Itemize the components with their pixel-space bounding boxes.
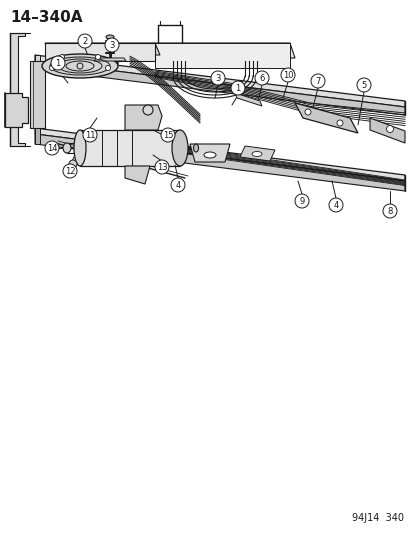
Circle shape	[382, 204, 396, 218]
Polygon shape	[235, 93, 261, 106]
Text: 10: 10	[282, 70, 292, 79]
Ellipse shape	[74, 130, 86, 166]
Circle shape	[356, 78, 370, 92]
Text: 4: 4	[332, 200, 338, 209]
Polygon shape	[80, 130, 180, 166]
Ellipse shape	[171, 130, 188, 166]
Circle shape	[310, 74, 324, 88]
Text: 14–340A: 14–340A	[10, 10, 82, 25]
Polygon shape	[35, 55, 40, 69]
Circle shape	[280, 68, 294, 82]
Circle shape	[171, 178, 185, 192]
Circle shape	[69, 160, 77, 168]
Circle shape	[386, 125, 392, 133]
Polygon shape	[10, 33, 25, 146]
Polygon shape	[5, 93, 28, 127]
Text: 13: 13	[156, 163, 167, 172]
Circle shape	[105, 38, 119, 52]
Circle shape	[78, 34, 92, 48]
Circle shape	[45, 141, 59, 155]
Circle shape	[50, 66, 55, 70]
Polygon shape	[35, 61, 404, 115]
Circle shape	[59, 54, 64, 60]
Text: 3: 3	[109, 41, 114, 50]
Text: 2: 2	[82, 36, 88, 45]
Polygon shape	[125, 105, 161, 130]
Circle shape	[254, 71, 268, 85]
Circle shape	[63, 164, 77, 178]
Ellipse shape	[193, 144, 198, 152]
Ellipse shape	[63, 143, 71, 153]
Text: 8: 8	[387, 206, 392, 215]
Ellipse shape	[42, 54, 118, 78]
Circle shape	[154, 160, 169, 174]
Circle shape	[294, 194, 308, 208]
Circle shape	[211, 71, 224, 85]
Polygon shape	[125, 166, 150, 184]
Polygon shape	[154, 43, 294, 58]
Circle shape	[161, 128, 175, 142]
Text: 14: 14	[47, 143, 57, 152]
Polygon shape	[35, 55, 40, 61]
Circle shape	[83, 128, 97, 142]
Text: 12: 12	[64, 166, 75, 175]
Circle shape	[95, 54, 100, 60]
Polygon shape	[154, 43, 289, 68]
Circle shape	[77, 63, 83, 69]
Polygon shape	[45, 43, 159, 55]
Text: 6: 6	[259, 74, 264, 83]
Text: 1: 1	[55, 59, 60, 68]
Polygon shape	[190, 144, 230, 162]
Circle shape	[142, 105, 153, 115]
Circle shape	[51, 56, 65, 70]
Polygon shape	[35, 134, 404, 191]
Ellipse shape	[252, 151, 261, 157]
Polygon shape	[369, 118, 404, 143]
Text: 94J14  340: 94J14 340	[351, 513, 403, 523]
Polygon shape	[240, 146, 274, 161]
Polygon shape	[35, 55, 404, 107]
Text: 3: 3	[215, 74, 220, 83]
Polygon shape	[294, 103, 357, 133]
Text: 5: 5	[361, 80, 366, 90]
Circle shape	[336, 120, 342, 126]
Circle shape	[230, 81, 244, 95]
Text: 7: 7	[315, 77, 320, 85]
Ellipse shape	[106, 35, 114, 39]
Circle shape	[328, 198, 342, 212]
Text: 9: 9	[299, 197, 304, 206]
Text: 11: 11	[85, 131, 95, 140]
Polygon shape	[30, 61, 45, 128]
Text: 4: 4	[175, 181, 180, 190]
Circle shape	[304, 109, 310, 115]
Text: 1: 1	[235, 84, 240, 93]
Polygon shape	[94, 58, 126, 61]
Polygon shape	[45, 43, 154, 61]
Polygon shape	[35, 128, 40, 144]
Text: 15: 15	[162, 131, 173, 140]
Ellipse shape	[204, 152, 216, 158]
Polygon shape	[35, 128, 404, 181]
Circle shape	[105, 66, 110, 70]
